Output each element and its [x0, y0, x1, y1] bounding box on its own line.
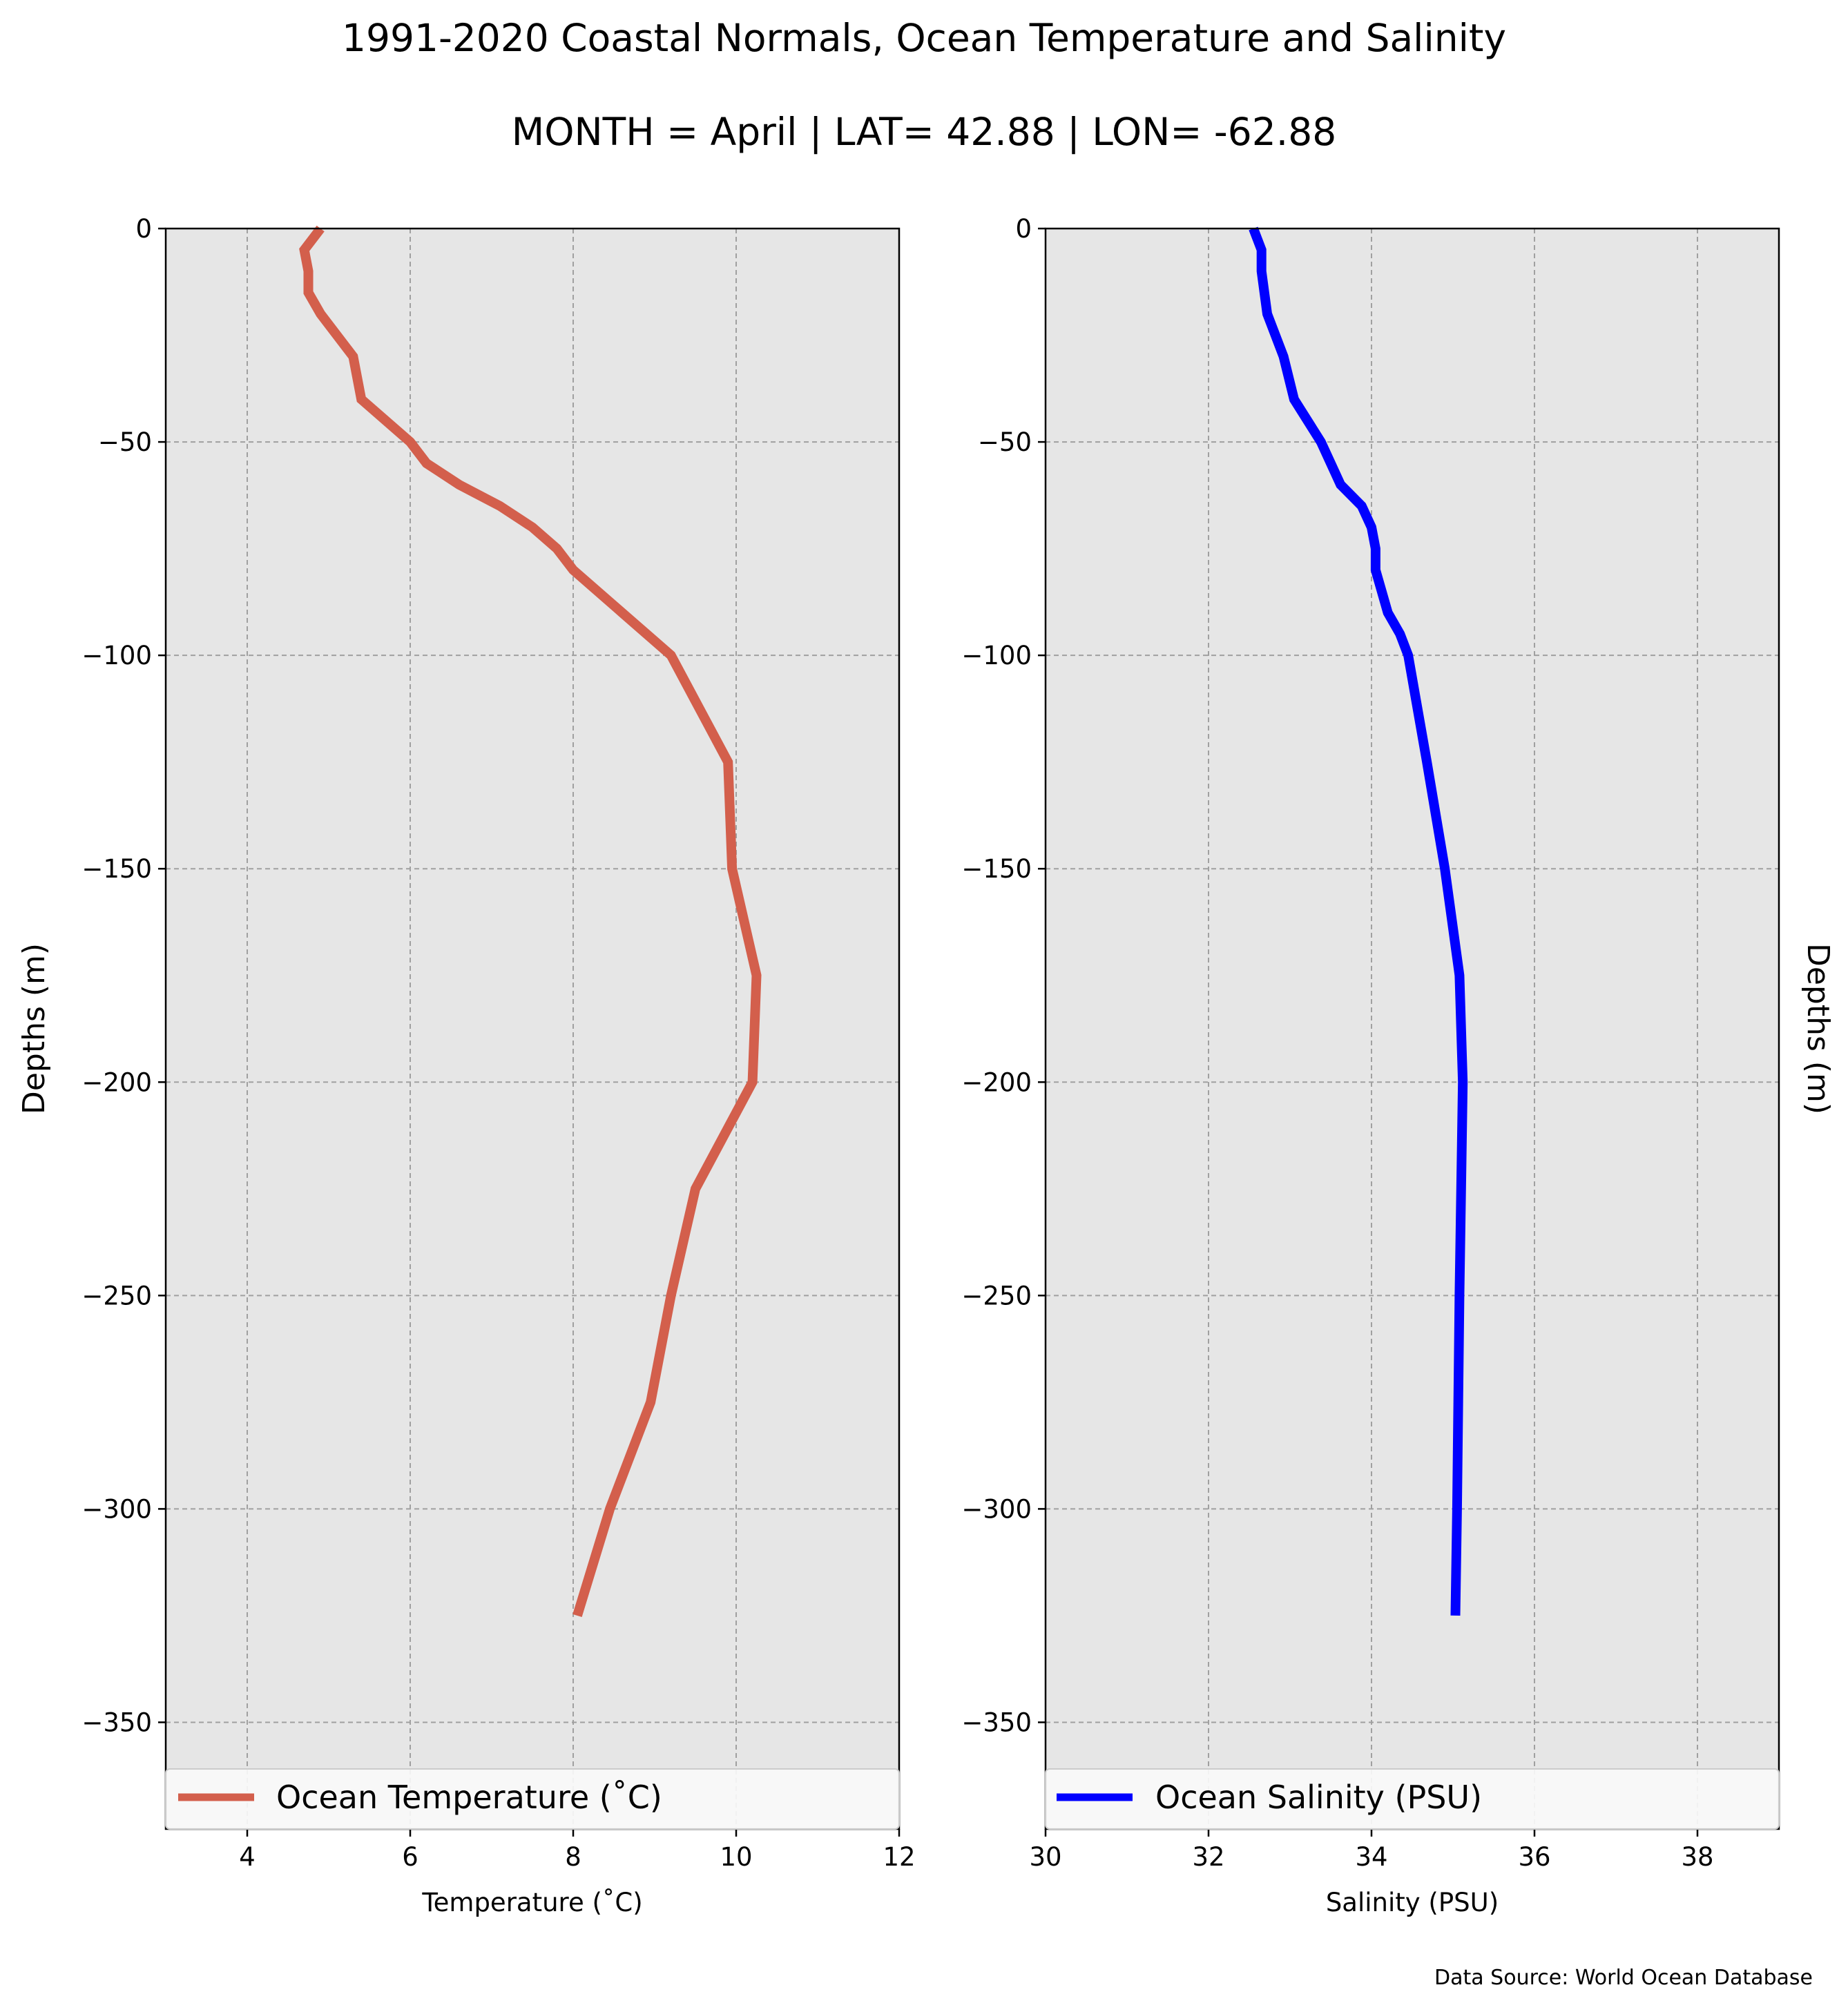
salinity-y-tick-label: −250 — [961, 1281, 1032, 1310]
temperature-series-layer — [299, 225, 762, 1617]
salinity-y-axis-label: Depths (m) — [1800, 943, 1836, 1114]
temperature-x-tick-label: 10 — [720, 1842, 752, 1872]
salinity-y-tick-label: −300 — [961, 1494, 1032, 1524]
salinity-plot-area — [1046, 229, 1779, 1829]
salinity-y-tick-label: −50 — [978, 427, 1032, 457]
salinity-x-ticks: 30 32 34 36 38 — [1029, 1829, 1714, 1872]
salinity-x-tick-label: 30 — [1029, 1842, 1061, 1872]
salinity-y-tick-label: −200 — [961, 1067, 1032, 1097]
temperature-x-tick-label: 4 — [239, 1842, 256, 1872]
temperature-y-tick-label: −50 — [98, 427, 152, 457]
temperature-x-tick-label: 6 — [402, 1842, 418, 1872]
data-source-note: Data Source: World Ocean Database — [1434, 1966, 1813, 1990]
salinity-y-ticks: 0 −50 −100 −150 −200 −250 −300 −350 — [961, 214, 1046, 1737]
salinity-series-layer — [1249, 226, 1468, 1616]
temperature-y-tick-label: −300 — [81, 1494, 152, 1524]
figure-subtitle: MONTH = April | LAT= 42.88 | LON= -62.88 — [512, 110, 1336, 155]
temperature-legend-label: Ocean Temperature (˚C) — [276, 1779, 662, 1816]
salinity-x-tick-label: 36 — [1518, 1842, 1550, 1872]
temperature-x-ticks: 4 6 8 10 12 — [239, 1829, 916, 1872]
temperature-y-tick-label: −100 — [81, 641, 152, 670]
salinity-x-axis-label: Salinity (PSU) — [1326, 1888, 1499, 1917]
temperature-plot-area — [166, 229, 899, 1829]
salinity-x-tick-label: 38 — [1681, 1842, 1713, 1872]
temperature-legend-box — [165, 1768, 900, 1830]
temperature-y-tick-label: −200 — [81, 1067, 152, 1097]
salinity-y-tick-label: −150 — [961, 854, 1032, 884]
salinity-x-tick-label: 32 — [1192, 1842, 1224, 1872]
temperature-legend: Ocean Temperature (˚C) — [165, 1768, 900, 1830]
temperature-y-tick-label: −150 — [81, 854, 152, 884]
temperature-panel: 0 −50 −100 −150 −200 −250 −300 −350 4 6 8 10 12 Tem… — [17, 214, 916, 1917]
temperature-y-tick-label: −250 — [81, 1281, 152, 1310]
temperature-y-axis-label: Depths (m) — [17, 943, 52, 1114]
temperature-y-ticks: 0 −50 −100 −150 −200 −250 −300 −350 — [81, 214, 166, 1737]
salinity-y-tick-label: −350 — [961, 1707, 1032, 1737]
temperature-y-tick-label: 0 — [135, 214, 152, 244]
temperature-x-tick-label: 8 — [565, 1842, 581, 1872]
temperature-x-axis-label: Temperature (˚C) — [421, 1888, 642, 1917]
salinity-legend-label: Ocean Salinity (PSU) — [1155, 1779, 1482, 1816]
temperature-x-tick-label: 12 — [883, 1842, 915, 1872]
salinity-legend-box — [1045, 1768, 1780, 1830]
salinity-profile-line — [1249, 226, 1468, 1616]
salinity-y-tick-label: −100 — [961, 641, 1032, 670]
temperature-y-tick-label: −350 — [81, 1707, 152, 1737]
temperature-profile-line — [299, 225, 762, 1617]
figure-title: 1991-2020 Coastal Normals, Ocean Tempera… — [342, 16, 1506, 60]
salinity-x-tick-label: 34 — [1355, 1842, 1387, 1872]
salinity-legend: Ocean Salinity (PSU) — [1045, 1768, 1780, 1830]
salinity-y-tick-label: 0 — [1015, 214, 1032, 244]
salinity-panel: 0−50−100−150−200−250−300−350 30 32 34 36 38 … — [961, 214, 1836, 1917]
